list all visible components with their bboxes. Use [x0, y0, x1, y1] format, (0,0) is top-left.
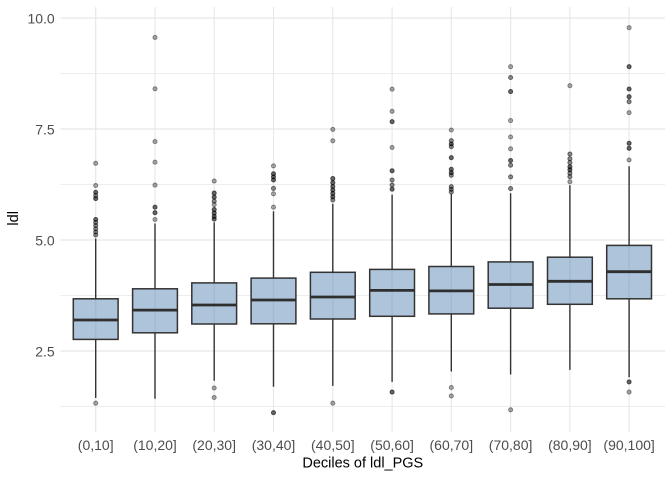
svg-text:(70,80]: (70,80] [489, 437, 533, 453]
svg-text:(0,10]: (0,10] [78, 437, 114, 453]
svg-text:(50,60]: (50,60] [370, 437, 414, 453]
svg-text:7.5: 7.5 [35, 121, 55, 137]
svg-text:(10,20]: (10,20] [133, 437, 177, 453]
svg-text:(80,90]: (80,90] [548, 437, 592, 453]
svg-text:(20,30]: (20,30] [192, 437, 236, 453]
svg-text:5.0: 5.0 [35, 232, 55, 248]
svg-text:2.5: 2.5 [35, 343, 55, 359]
svg-text:(30,40]: (30,40] [252, 437, 296, 453]
svg-text:(90,100]: (90,100] [603, 437, 654, 453]
svg-text:ldl: ldl [6, 211, 22, 226]
svg-text:(60,70]: (60,70] [430, 437, 474, 453]
svg-text:10.0: 10.0 [27, 10, 54, 26]
svg-text:Deciles of ldl_PGS: Deciles of ldl_PGS [302, 456, 423, 472]
svg-text:(40,50]: (40,50] [311, 437, 355, 453]
